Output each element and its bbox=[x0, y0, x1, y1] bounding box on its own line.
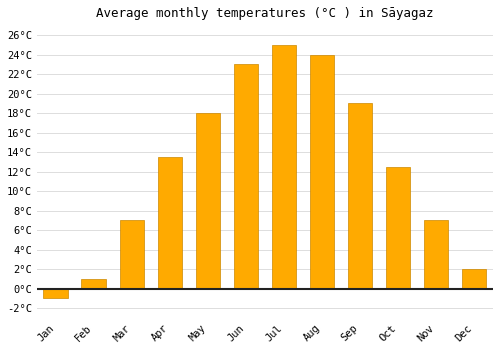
Bar bbox=[234, 64, 258, 289]
Bar bbox=[82, 279, 106, 289]
Title: Average monthly temperatures (°C ) in Sāyagaz: Average monthly temperatures (°C ) in Sā… bbox=[96, 7, 434, 20]
Bar bbox=[196, 113, 220, 289]
Bar bbox=[348, 103, 372, 289]
Bar bbox=[424, 220, 448, 289]
Bar bbox=[386, 167, 410, 289]
Bar bbox=[310, 55, 334, 289]
Bar bbox=[158, 157, 182, 289]
Bar bbox=[272, 45, 296, 289]
Bar bbox=[120, 220, 144, 289]
Bar bbox=[462, 269, 486, 289]
Bar bbox=[44, 289, 68, 298]
